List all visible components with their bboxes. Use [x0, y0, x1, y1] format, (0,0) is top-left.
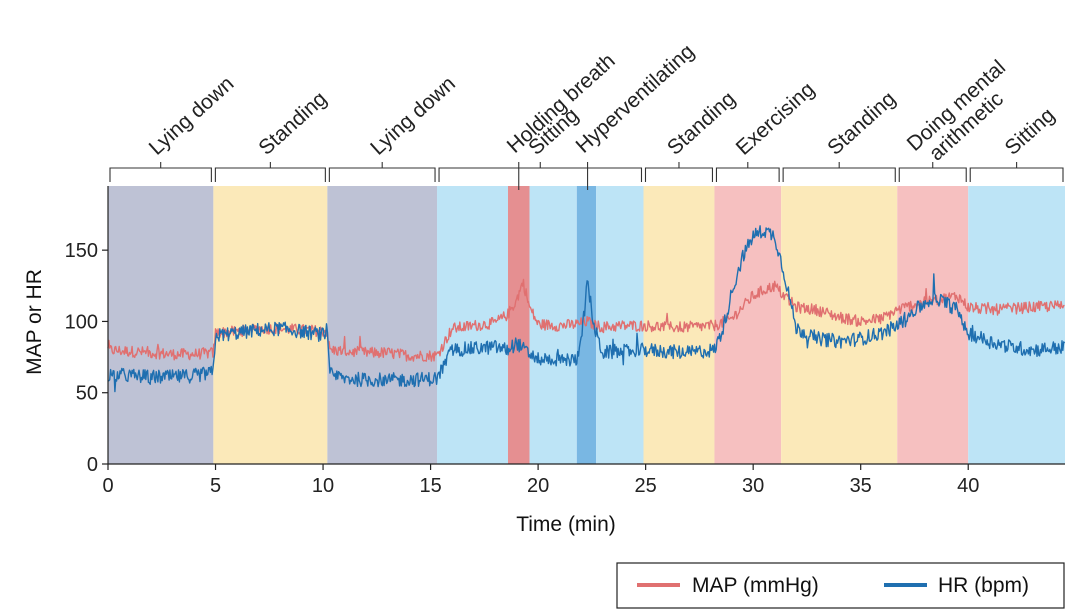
phase-bracket — [715, 167, 780, 182]
x-tick-label: 20 — [527, 475, 549, 497]
phase-band — [968, 186, 1065, 464]
phase-bands — [108, 186, 1065, 464]
x-tick-label: 35 — [850, 475, 872, 497]
phase-bracket — [898, 167, 967, 182]
legend: MAP (mmHg) HR (bpm) — [616, 562, 1065, 609]
phase-band — [781, 186, 898, 464]
phase-bracket — [328, 167, 436, 182]
phase-band — [327, 186, 438, 464]
x-tick-label: 15 — [419, 475, 441, 497]
phase-label: Doing mentalarithmetic — [903, 56, 1025, 172]
x-tick-label: 5 — [210, 475, 221, 497]
phase-band — [108, 186, 214, 464]
x-tick-label: 40 — [957, 475, 979, 497]
phase-label: Standing — [663, 87, 740, 160]
phase-band — [897, 186, 969, 464]
series-lines — [107, 225, 1066, 393]
legend-box — [616, 562, 1065, 609]
y-axis-label: MAP or HR — [23, 269, 46, 375]
x-tick-label: 0 — [102, 475, 113, 497]
phase-bracket — [782, 167, 896, 182]
phase-bracket — [438, 167, 643, 182]
phase-brackets: Lying down Standing Lying down Sitting Stand… — [109, 40, 1064, 190]
axes: 0 5 10 15 20 25 30 35 40 0 50 100 150 — [65, 186, 1065, 497]
legend-label-hr: HR (bpm) — [938, 574, 1029, 597]
x-axis-label: Time (min) — [516, 513, 616, 536]
phase-label: Sitting — [1001, 104, 1060, 160]
phase-band — [508, 186, 530, 464]
x-tick-label: 25 — [635, 475, 657, 497]
x-tick-label: 30 — [742, 475, 764, 497]
phase-label: Exercising — [732, 78, 819, 160]
y-tick-label: 150 — [65, 240, 98, 262]
y-tick-label: 0 — [87, 454, 98, 476]
phase-bracket — [644, 167, 714, 182]
phase-label: Lying down — [366, 72, 460, 160]
phase-label: Standing — [254, 87, 331, 160]
hr-series-line — [107, 225, 1066, 393]
phase-label: Lying down — [145, 72, 239, 160]
legend-label-map: MAP (mmHg) — [692, 574, 819, 597]
phase-bracket — [214, 167, 326, 182]
y-tick-label: 100 — [65, 311, 98, 333]
y-tick-label: 50 — [76, 383, 98, 405]
phase-bracket — [969, 167, 1064, 182]
x-tick-label: 10 — [312, 475, 334, 497]
phase-label: Standing — [823, 87, 900, 160]
phase-bracket — [109, 167, 212, 182]
phase-band — [714, 186, 782, 464]
